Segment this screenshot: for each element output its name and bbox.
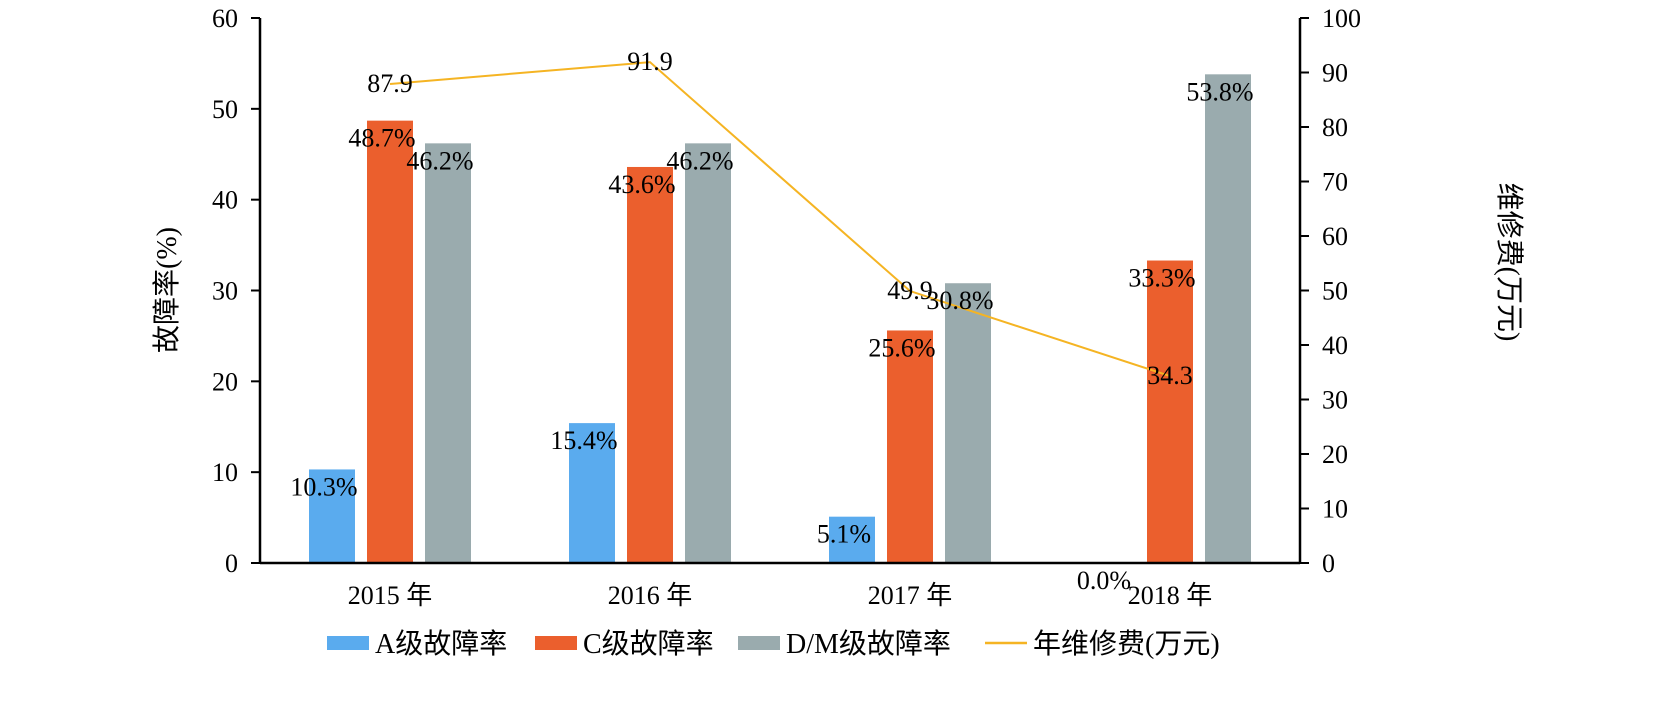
bar-data-label: 46.2% xyxy=(666,146,733,175)
y-tick-label-right: 60 xyxy=(1322,222,1348,251)
axes xyxy=(251,17,1309,565)
bar-group xyxy=(309,74,1251,564)
y-tick-label-left: 40 xyxy=(212,186,238,215)
bar-data-label: 25.6% xyxy=(868,333,935,362)
legend: A级故障率 C级故障率 D/M级故障率 年维修费(万元) xyxy=(327,628,1220,660)
bar-data-label: 15.4% xyxy=(550,426,617,455)
line-group xyxy=(389,61,1171,378)
bar-2-3 xyxy=(887,330,933,563)
line-data-label: 91.9 xyxy=(627,47,673,76)
bar-1-1 xyxy=(309,469,355,563)
line-data-label: 87.9 xyxy=(367,69,413,98)
bar-data-label: 46.2% xyxy=(406,146,473,175)
y-tick-label-right: 70 xyxy=(1322,168,1348,197)
y-tick-label-right: 40 xyxy=(1322,331,1348,360)
bar-3-3 xyxy=(945,283,991,563)
tick-label-group: 0 10 20 30 40 50 60 0 10 20 30 40 50 60 70 80 90 100 2015 … xyxy=(212,4,1361,610)
legend-swatch-2 xyxy=(535,636,577,650)
y-tick-label-left: 30 xyxy=(212,277,238,306)
bar-data-label: 0.0% xyxy=(1077,566,1131,595)
bar-2-2 xyxy=(627,166,673,563)
legend-label-4: 年维修费(万元) xyxy=(1033,628,1220,660)
bar-3-1 xyxy=(425,143,471,563)
x-tick-label: 2016 年 xyxy=(608,581,693,610)
y-tick-label-right: 30 xyxy=(1322,386,1348,415)
y-tick-label-right: 20 xyxy=(1322,440,1348,469)
bar-data-label: 43.6% xyxy=(608,170,675,199)
legend-swatch-1 xyxy=(327,636,369,650)
y-tick-label-left: 60 xyxy=(212,4,238,33)
bar-data-label: 33.3% xyxy=(1128,264,1195,293)
bar-data-label: 5.1% xyxy=(817,520,871,549)
y-tick-label-right: 90 xyxy=(1322,59,1348,88)
bar-data-label: 30.8% xyxy=(926,286,993,315)
legend-label-3: D/M级故障率 xyxy=(786,628,951,660)
bar-data-label: 53.8% xyxy=(1186,77,1253,106)
bar-2-4 xyxy=(1147,260,1193,563)
legend-label-1: A级故障率 xyxy=(375,628,507,660)
bar-data-label: 10.3% xyxy=(290,472,357,501)
x-tick-label: 2015 年 xyxy=(348,581,433,610)
y-tick-label-left: 10 xyxy=(212,458,238,487)
y-tick-label-right: 80 xyxy=(1322,113,1348,142)
y-tick-label-right: 0 xyxy=(1322,549,1335,578)
y-tick-label-right: 10 xyxy=(1322,495,1348,524)
x-tick-label: 2018 年 xyxy=(1128,581,1213,610)
bar-1-2 xyxy=(569,423,615,563)
y-tick-label-left: 0 xyxy=(225,549,238,578)
line-data-label: 34.3 xyxy=(1147,361,1193,390)
bar-data-label: 48.7% xyxy=(348,124,415,153)
y-tick-label-right: 100 xyxy=(1322,4,1361,33)
legend-swatch-3 xyxy=(738,636,780,650)
bar-1-3 xyxy=(829,516,875,563)
legend-label-2: C级故障率 xyxy=(583,628,714,660)
x-tick-label: 2017 年 xyxy=(868,581,953,610)
y-axis-title-left: 故障率(%) xyxy=(151,227,183,353)
data-label-group: 10.3%48.7%46.2%15.4%43.6%46.2%5.1%25.6%3… xyxy=(290,47,1253,595)
bar-2-1 xyxy=(367,120,413,564)
line-series-maintenance-cost xyxy=(389,61,1171,378)
line-data-label: 49.9 xyxy=(887,276,933,305)
bar-3-4 xyxy=(1205,74,1251,564)
y-tick-label-left: 20 xyxy=(212,367,238,396)
y-tick-label-left: 50 xyxy=(212,95,238,124)
y-tick-label-right: 50 xyxy=(1322,277,1348,306)
y-axis-title-right: 维修费(万元) xyxy=(1493,183,1525,342)
bar-3-2 xyxy=(685,143,731,563)
